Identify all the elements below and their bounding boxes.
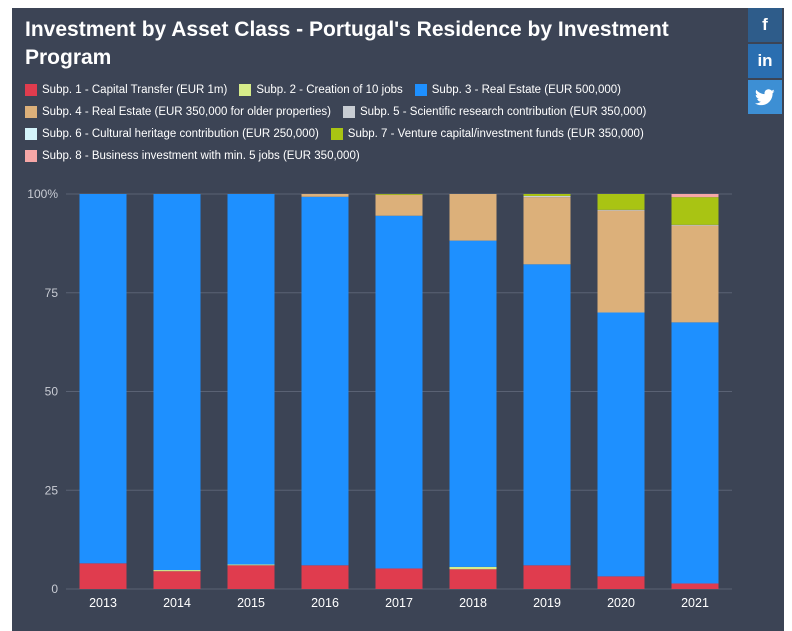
legend-item[interactable]: Subp. 8 - Business investment with min. … <box>25 148 360 164</box>
legend-item[interactable]: Subp. 3 - Real Estate (EUR 500,000) <box>414 82 621 98</box>
bar-segment[interactable] <box>153 570 201 572</box>
bar-segment[interactable] <box>449 240 497 567</box>
legend-label: Subp. 4 - Real Estate (EUR 350,000 for o… <box>42 106 331 118</box>
linkedin-icon[interactable]: in <box>748 44 782 78</box>
bar-segment[interactable] <box>375 215 423 569</box>
y-tick-label: 50 <box>45 385 59 399</box>
bar-chart: 0 25 50 75 100% 2013 2014 2015 2016 2017 2018 2019 2… <box>27 187 732 610</box>
bar-segment[interactable] <box>79 563 127 589</box>
y-tick-label: 25 <box>45 483 59 497</box>
twitter-icon[interactable] <box>748 80 782 114</box>
bar-segment[interactable] <box>523 264 571 566</box>
legend-swatch <box>239 84 252 96</box>
bar-segment[interactable] <box>153 194 201 571</box>
legend-item[interactable]: Subp. 2 - Creation of 10 jobs <box>239 82 403 98</box>
x-tick-label: 2017 <box>385 596 413 610</box>
legend-swatch <box>25 128 37 140</box>
facebook-icon[interactable]: f <box>748 8 782 42</box>
bar-segment[interactable] <box>375 194 423 216</box>
legend-item[interactable]: Subp. 4 - Real Estate (EUR 350,000 for o… <box>25 104 331 120</box>
bar-segment[interactable] <box>79 194 127 564</box>
y-tick-label: 75 <box>45 286 59 300</box>
bar-segment[interactable] <box>597 210 645 313</box>
legend-label: Subp. 2 - Creation of 10 jobs <box>256 84 403 96</box>
bar-segment[interactable] <box>153 571 201 589</box>
legend-label: Subp. 1 - Capital Transfer (EUR 1m) <box>42 84 228 96</box>
bar-segment[interactable] <box>449 194 497 241</box>
x-tick-label: 2021 <box>681 596 709 610</box>
bar-segment[interactable] <box>597 576 645 589</box>
bar-segment[interactable] <box>449 566 497 570</box>
bar-segment[interactable] <box>227 564 275 566</box>
legend-item[interactable]: Subp. 5 - Scientific research contributi… <box>342 104 647 120</box>
legend-swatch <box>25 150 37 162</box>
bar-segment[interactable] <box>523 194 571 196</box>
legend-label: Subp. 8 - Business investment with min. … <box>42 150 360 162</box>
bar-segment[interactable] <box>449 569 497 589</box>
x-tick-label: 2020 <box>607 596 635 610</box>
legend-swatch <box>342 106 355 118</box>
y-tick-label: 100% <box>27 187 58 201</box>
legend-label: Subp. 6 - Cultural heritage contribution… <box>42 128 319 140</box>
x-tick-label: 2016 <box>311 596 339 610</box>
legend-item[interactable]: Subp. 1 - Capital Transfer (EUR 1m) <box>25 82 227 98</box>
chart-title: Investment by Asset Class - Portugal's R… <box>25 18 669 69</box>
bar-segment[interactable] <box>301 196 349 566</box>
x-tick-label: 2015 <box>237 596 265 610</box>
y-tick-label: 0 <box>51 582 58 596</box>
bar-segment[interactable] <box>671 225 719 323</box>
legend-swatch <box>25 84 37 96</box>
legend-swatch <box>25 106 37 118</box>
legend-label: Subp. 3 - Real Estate (EUR 500,000) <box>431 84 621 96</box>
bar-segment[interactable] <box>671 194 719 198</box>
legend-swatch <box>330 128 343 140</box>
bar-segment[interactable] <box>597 312 645 577</box>
legend-label: Subp. 7 - Venture capital/investment fun… <box>347 128 644 140</box>
bar-segment[interactable] <box>227 565 275 589</box>
bar-segment[interactable] <box>375 194 423 195</box>
legend-item[interactable]: Subp. 6 - Cultural heritage contribution… <box>25 126 319 142</box>
chart-legend: Subp. 1 - Capital Transfer (EUR 1m) Subp.… <box>25 82 745 164</box>
x-tick-label: 2018 <box>459 596 487 610</box>
bar-segment[interactable] <box>301 565 349 589</box>
bar-segment[interactable] <box>523 195 571 198</box>
bar-segment[interactable] <box>375 568 423 589</box>
bar-segment[interactable] <box>597 209 645 211</box>
legend-item[interactable]: Subp. 7 - Venture capital/investment fun… <box>330 126 644 142</box>
bar-segment[interactable] <box>523 197 571 265</box>
x-tick-label: 2019 <box>533 596 561 610</box>
x-tick-label: 2013 <box>89 596 117 610</box>
x-tick-label: 2014 <box>163 596 191 610</box>
bar-segment[interactable] <box>671 197 719 225</box>
bar-segment[interactable] <box>671 322 719 584</box>
legend-swatch <box>414 84 427 96</box>
chart-panel: Investment by Asset Class - Portugal's R… <box>12 8 784 631</box>
bar-segment[interactable] <box>671 224 719 226</box>
social-share-bar: f in <box>748 8 784 116</box>
bar-segment[interactable] <box>597 194 645 210</box>
bar-segment[interactable] <box>301 194 349 197</box>
legend-label: Subp. 5 - Scientific research contributi… <box>359 106 647 118</box>
bar-segment[interactable] <box>523 565 571 589</box>
bar-segment[interactable] <box>671 583 719 589</box>
bar-segment[interactable] <box>227 194 275 565</box>
